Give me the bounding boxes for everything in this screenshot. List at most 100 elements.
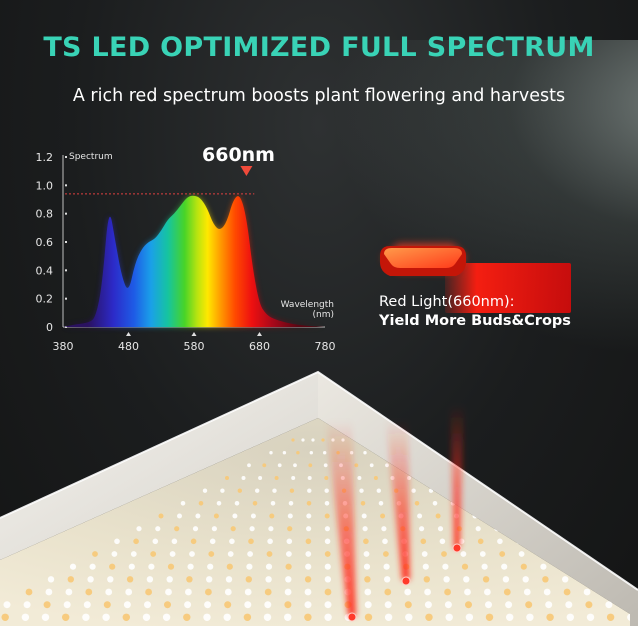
red-light-title: Red Light(660nm): [379,294,515,310]
led-dot [376,488,381,493]
led-dot [103,601,111,609]
page-subtitle: A rich red spectrum boosts plant floweri… [72,86,566,106]
led-dot [437,526,444,532]
y-tick-mark [65,184,67,187]
led-dot [463,576,470,583]
led-dot [482,576,490,583]
led-dot [232,513,238,519]
led-dot [166,576,173,583]
y-tick-label: 0 [46,321,53,334]
led-dot [605,601,613,609]
led-dot [324,476,329,480]
led-dot [563,588,571,596]
led-dot [296,451,300,455]
led-dot [189,551,195,557]
led-dot [305,563,312,570]
led-dot [63,601,71,609]
red-led-beam-2 [386,420,410,580]
led-dot [526,613,534,621]
led-dot [411,488,416,493]
led-dot [85,588,93,596]
red-led-1 [452,543,462,553]
led-dot [481,563,488,570]
led-dot [546,613,554,621]
led-dot [146,576,154,583]
led-dot [323,451,327,455]
led-dot [304,613,312,621]
panel-frame-left [0,372,318,560]
led-dot [383,563,390,570]
led-dot [432,501,438,506]
led-dot [208,551,215,557]
led-dot [133,538,139,545]
led-dot [306,513,312,519]
led-dot [237,488,242,493]
led-dot [111,551,118,557]
led-dot [272,488,277,493]
led-dot [209,538,216,545]
led-dot [190,538,197,545]
led-dot [243,613,252,621]
led-dot [185,588,192,596]
led-dot [419,526,425,532]
y-tick-label: 1.2 [36,151,54,164]
led-dot [45,588,53,596]
led-dot [286,538,293,545]
led-dot [360,501,366,506]
led-dot [306,526,312,532]
led-dot [441,551,447,557]
led-dot [439,538,446,545]
led-dot [220,488,225,493]
led-dot [523,588,531,596]
led-dot [364,588,372,596]
led-dot [435,513,441,519]
led-dot [82,613,90,621]
led-dot [324,538,331,545]
led-dot [324,563,331,570]
led-dot [23,601,31,609]
led-dot [363,538,369,545]
led-dot [162,613,171,621]
led-dot [307,488,312,493]
led-dot [198,501,204,506]
led-dot [165,588,172,596]
led-dot [92,551,98,557]
led-dot [506,613,514,621]
led-dot [225,476,229,480]
led-dot [380,513,386,519]
led-dot [304,601,312,609]
y-tick-label: 0.8 [36,208,54,221]
led-dot [465,601,472,609]
y-tick-mark [65,212,67,215]
led-dot [286,551,292,557]
y-tick-label: 0.2 [36,293,54,306]
led-dot [307,476,312,480]
led-dot [265,563,273,570]
led-dot [502,576,510,583]
led-dot [267,538,273,545]
led-dot [206,576,213,583]
led-dot [258,476,263,480]
y-tick-mark [65,269,67,272]
led-dot [522,576,529,583]
led-dot [545,601,553,609]
led-dot [164,601,171,609]
led-dot [226,563,233,570]
led-dot [225,576,233,583]
led-dot [145,588,153,596]
led-dot [224,601,232,609]
led-dot [304,576,312,583]
led-dot [130,551,137,557]
led-dot [323,463,328,468]
led-dot [255,488,260,493]
x-tick-label: 380 [53,340,74,353]
x-axis-label: Wavelength [281,300,334,310]
led-dot [266,551,273,557]
led-dot [186,576,193,583]
led-dot [404,601,412,609]
page-title: TS LED OPTIMIZED FULL SPECTRUM [43,32,595,63]
led-dot [460,551,467,557]
led-dot [61,613,70,621]
led-dot [309,451,313,455]
led-dot [540,563,547,570]
